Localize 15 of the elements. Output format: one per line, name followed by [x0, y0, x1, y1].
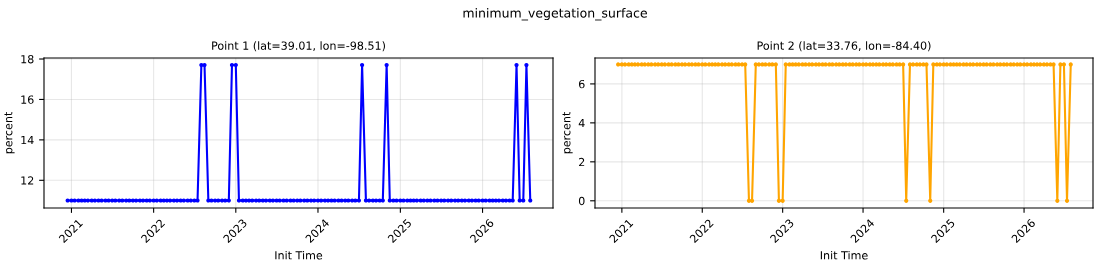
y-tick-label: 14 — [21, 135, 34, 145]
y-tick-label: 0 — [578, 196, 585, 206]
y-tick-label: 6 — [578, 79, 585, 89]
x-axis-title: Init Time — [275, 250, 323, 260]
x-axis-title: Init Time — [820, 250, 868, 260]
y-tick-label: 12 — [21, 176, 34, 185]
y-axis-title: percent — [562, 111, 573, 154]
y-tick-label: 2 — [579, 157, 585, 167]
text: minimum_vegetation_surface — [463, 7, 647, 21]
y-tick-label: 4 — [578, 118, 585, 128]
chart-title: Point 1 (lat=39.01, lon=-98.51) — [212, 41, 385, 52]
y-tick-label: 18 — [21, 54, 34, 64]
chart-title: Point 2 (lat=33.76, lon=-84.40) — [757, 41, 931, 52]
y-tick-label: 16 — [21, 95, 34, 104]
y-axis-title: percent — [4, 111, 15, 154]
